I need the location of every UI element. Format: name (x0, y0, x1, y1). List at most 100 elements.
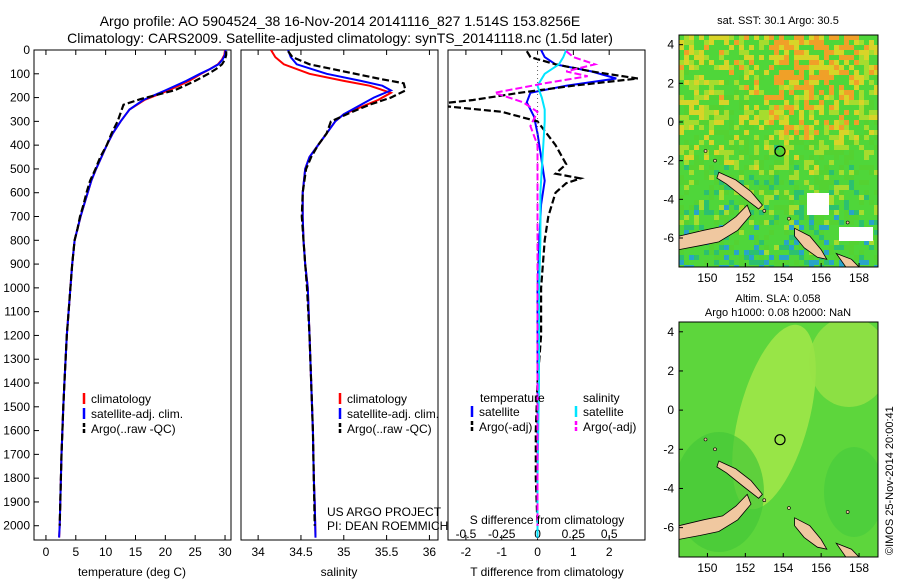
sst-cell (729, 245, 734, 250)
sst-cell (749, 110, 754, 115)
sst-cell (729, 35, 734, 40)
x-tick-label: 10 (99, 545, 113, 559)
x-tick-label: 35 (337, 545, 351, 559)
sst-cell (759, 55, 764, 60)
sst-cell (799, 200, 804, 205)
sst-cell (764, 180, 769, 185)
sst-cell (769, 185, 774, 190)
sst-cell (839, 130, 844, 135)
sst-cell (814, 35, 819, 40)
sst-cell (699, 50, 704, 55)
sst-cell (699, 115, 704, 120)
sst-cell (874, 145, 878, 150)
sst-cell (859, 260, 864, 265)
sst-cell (759, 190, 764, 195)
sst-cell (814, 130, 819, 135)
x-tick-label: 1 (570, 545, 577, 559)
sst-cell (809, 90, 814, 95)
sst-cell (869, 130, 874, 135)
sst-cell (809, 85, 814, 90)
sst-cell (839, 50, 844, 55)
sst-cell (774, 75, 779, 80)
sst-cell (704, 210, 709, 215)
sst-cell (839, 65, 844, 70)
sst-cell (874, 240, 878, 245)
sst-cell (784, 195, 789, 200)
sst-cell (744, 145, 749, 150)
sst-cell (864, 190, 869, 195)
sst-map-title: sat. SST: 30.1 Argo: 30.5 (717, 15, 839, 27)
sst-cell (774, 245, 779, 250)
sst-cell (844, 210, 849, 215)
sst-cell (769, 105, 774, 110)
sst-cell (774, 80, 779, 85)
sst-cell (769, 145, 774, 150)
sst-cell (764, 185, 769, 190)
sst-cell (714, 220, 719, 225)
sst-cell (799, 125, 804, 130)
sst-cell (754, 190, 759, 195)
sla-map-body (678, 321, 879, 558)
sst-cell (824, 120, 829, 125)
series-line (448, 50, 638, 526)
sst-cell (854, 110, 859, 115)
x-tick-label: 36 (423, 545, 437, 559)
sla-map-subtitle: Argo h1000: 0.08 h2000: NaN (705, 307, 851, 319)
sst-cell (729, 65, 734, 70)
sst-cell (779, 90, 784, 95)
x-tick-label: 0 (534, 545, 541, 559)
sst-cell (794, 195, 799, 200)
sst-cell (719, 185, 724, 190)
sst-cell (869, 245, 874, 250)
sst-cell (789, 225, 794, 230)
sst-cell (684, 190, 689, 195)
map-y-tick-label: 2 (667, 76, 674, 90)
sst-cell (719, 105, 724, 110)
sst-cell (864, 70, 869, 75)
sst-cell (849, 170, 854, 175)
sst-cell (754, 135, 759, 140)
sst-cell (874, 75, 878, 80)
sst-cell (719, 150, 724, 155)
sst-cell (824, 175, 829, 180)
sst-cell (684, 225, 689, 230)
sst-cell (724, 220, 729, 225)
sst-cell (834, 210, 839, 215)
sst-cell (759, 260, 764, 265)
sst-cell (734, 125, 739, 130)
sst-cell (779, 260, 784, 265)
sst-cell (719, 210, 724, 215)
sst-cell (749, 55, 754, 60)
salinity-xlabel: salinity (321, 565, 358, 579)
sst-cell (714, 190, 719, 195)
sst-cell (794, 165, 799, 170)
sst-cell (859, 105, 864, 110)
sst-cell (744, 110, 749, 115)
sst-cell (764, 195, 769, 200)
sst-cell (849, 210, 854, 215)
sst-cell (724, 185, 729, 190)
sst-cell (869, 70, 874, 75)
sst-cell (744, 130, 749, 135)
sst-cell (859, 165, 864, 170)
sst-cell (779, 135, 784, 140)
sst-cell (859, 100, 864, 105)
sst-cell (804, 100, 809, 105)
sst-cell (834, 215, 839, 220)
sst-cell (804, 105, 809, 110)
sst-cell (684, 140, 689, 145)
sst-cell (874, 65, 878, 70)
sst-cell (799, 140, 804, 145)
sst-cell (864, 45, 869, 50)
sst-cell (784, 60, 789, 65)
sst-cell (779, 120, 784, 125)
sst-cell (719, 100, 724, 105)
sst-cell (709, 95, 714, 100)
sst-cell (784, 100, 789, 105)
sst-cell (829, 195, 834, 200)
sst-cell (689, 100, 694, 105)
sst-cell (704, 80, 709, 85)
sst-cell (784, 55, 789, 60)
sst-cell (714, 115, 719, 120)
sst-cell (874, 245, 878, 250)
